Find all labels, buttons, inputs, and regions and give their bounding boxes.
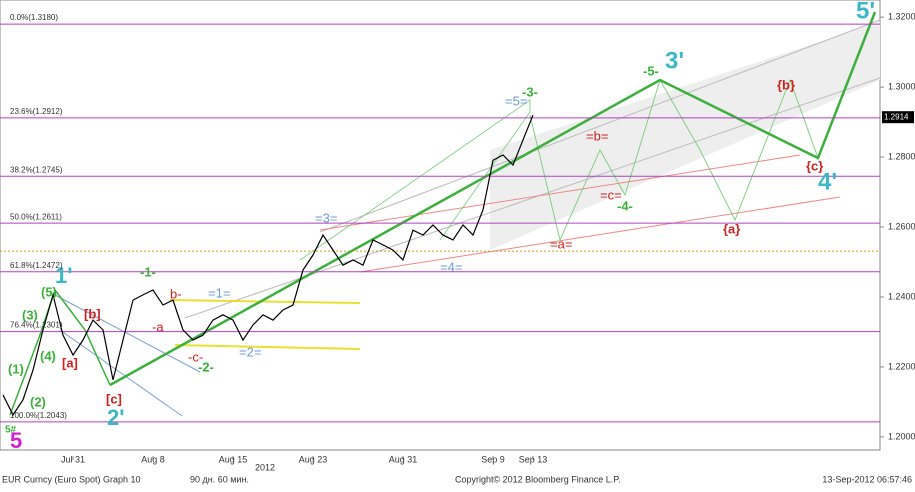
x-tick-label: Aug 15 xyxy=(219,454,248,464)
annotation: b- xyxy=(170,286,182,301)
y-tick-label: 1.3200 xyxy=(888,12,915,22)
footer-left: EUR Curncy (Euro Spot) Graph 10 xyxy=(2,474,141,484)
footer-copyright: Copyright© 2012 Bloomberg Finance L.P. xyxy=(455,474,621,484)
channel-line xyxy=(319,19,881,233)
annotation: 1' xyxy=(55,263,72,288)
annotation: =4= xyxy=(440,259,462,274)
last-price-label: 1.2914 xyxy=(884,112,909,121)
annotation: [c] xyxy=(106,391,122,406)
y-tick-label: 1.2200 xyxy=(888,361,915,371)
annotation: 4' xyxy=(818,168,837,195)
annotation: -4- xyxy=(617,198,633,213)
wave-projection xyxy=(109,11,877,387)
trend-line xyxy=(54,294,201,373)
price-line xyxy=(2,114,534,417)
annotation: -1- xyxy=(140,264,156,279)
x-tick-label: Aug 23 xyxy=(299,454,328,464)
fib-label: 76.4%(1.2301) xyxy=(10,321,63,330)
x-tick-label: Aug 8 xyxy=(141,454,165,464)
y-tick-label: 1.2400 xyxy=(888,291,915,301)
annotation: =b= xyxy=(586,128,608,143)
annotation: [b] xyxy=(84,306,101,321)
annotation: {c} xyxy=(806,158,823,173)
annotation: (1) xyxy=(8,361,24,376)
annotation: (3) xyxy=(22,307,38,322)
annotation: {b} xyxy=(777,77,795,92)
annotation: -5- xyxy=(643,63,659,78)
x-tick-label: Jul 31 xyxy=(61,454,85,464)
annotation: -a xyxy=(152,319,164,334)
annotation: 2' xyxy=(107,405,124,430)
annotation: [a] xyxy=(62,355,78,370)
annotation: (4) xyxy=(40,348,56,363)
y-tick-label: 1.3000 xyxy=(888,81,915,91)
annotations: 5 5# (1) (2) (3) (4) (5) 1' [a] [b] [c] … xyxy=(5,0,875,453)
fib-label: 0.0%(1.3180) xyxy=(10,13,58,22)
y-tick-label: 1.2600 xyxy=(888,221,915,231)
annotation: (2) xyxy=(30,394,46,409)
y-tick-label: 1.2000 xyxy=(888,431,915,441)
fib-label: 61.8%(1.2472) xyxy=(10,261,63,270)
annotation: (5) xyxy=(41,284,57,299)
trend-line xyxy=(169,299,361,304)
annotation: -c- xyxy=(188,349,203,364)
annotation: 5# xyxy=(5,425,17,436)
fib-label: 23.6%(1.2912) xyxy=(10,107,63,116)
footer-timestamp: 13-Sep-2012 06:57:46 xyxy=(822,474,912,484)
x-tick-label: Aug 31 xyxy=(389,454,418,464)
fib-label: 38.2%(1.2745) xyxy=(10,165,63,174)
annotation: -3- xyxy=(522,84,538,99)
annotation: {a} xyxy=(723,221,740,236)
annotation: =5= xyxy=(505,93,527,108)
annotation: -2- xyxy=(198,359,214,374)
x-axis-year: 2012 xyxy=(255,462,275,472)
annotation: 5 xyxy=(10,428,22,453)
annotation: =1= xyxy=(208,285,230,300)
fib-label: 50.0%(1.2611) xyxy=(10,212,62,221)
channel-fill xyxy=(490,22,880,250)
annotation: 3' xyxy=(665,47,684,74)
trend-line xyxy=(174,344,361,350)
x-tick-label: Sep 9 xyxy=(481,454,505,464)
footer-period: 90 дн. 60 мин. xyxy=(190,474,249,484)
annotation: =2= xyxy=(239,344,261,359)
annotation: =a= xyxy=(550,236,572,251)
annotation: 5' xyxy=(856,0,875,24)
trend-line xyxy=(319,154,801,231)
x-tick-label: Sep 13 xyxy=(519,454,548,464)
trend-line xyxy=(359,196,841,273)
annotation: =3= xyxy=(315,210,337,225)
y-tick-label: 1.2800 xyxy=(888,151,915,161)
fib-label: 100.0%(1.2043) xyxy=(10,411,67,420)
last-price-box xyxy=(882,111,914,124)
annotation: =c= xyxy=(600,187,622,202)
